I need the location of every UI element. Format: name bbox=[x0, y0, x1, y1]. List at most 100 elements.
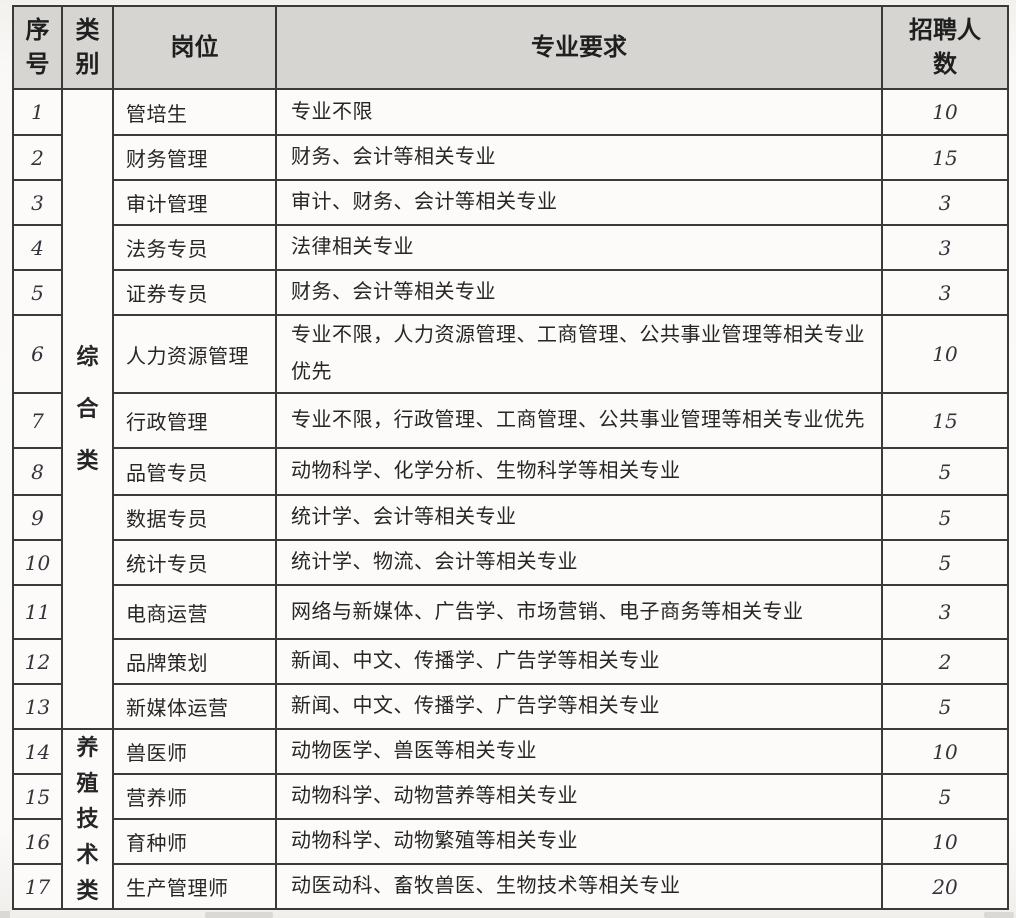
table-row: 15 营养师 动物科学、动物营养等相关专业 5 bbox=[12, 773, 1009, 821]
position-cell: 行政管理 bbox=[112, 392, 277, 449]
headcount-cell: 10 bbox=[881, 88, 1009, 136]
row-number-cell: 9 bbox=[12, 494, 63, 541]
requirement-cell: 专业不限，行政管理、工商管理、公共事业管理等相关专业优先 bbox=[275, 392, 883, 449]
requirement-cell: 网络与新媒体、广告学、市场营销、电子商务等相关专业 bbox=[275, 584, 883, 640]
headcount-cell: 3 bbox=[881, 224, 1009, 271]
headcount-cell: 5 bbox=[881, 539, 1009, 586]
requirement-cell: 统计学、物流、会计等相关专业 bbox=[275, 539, 883, 586]
table-header: 序号 类别 岗位 专业要求 招聘人数 bbox=[12, 5, 1009, 90]
table-row: 6 人力资源管理 专业不限，人力资源管理、工商管理、公共事业管理等相关专业优先 10 bbox=[12, 314, 1009, 394]
requirement-cell: 统计学、会计等相关专业 bbox=[275, 494, 883, 541]
position-cell: 管培生 bbox=[112, 88, 277, 136]
position-cell: 品牌策划 bbox=[112, 638, 277, 685]
row-number-cell: 5 bbox=[12, 269, 63, 316]
row-number-cell: 14 bbox=[12, 727, 63, 776]
position-cell: 财务管理 bbox=[112, 134, 277, 181]
header-label-requirement: 专业要求 bbox=[531, 33, 627, 61]
position-cell: 营养师 bbox=[112, 773, 277, 821]
table-row: 10 统计专员 统计学、物流、会计等相关专业 5 bbox=[12, 539, 1009, 586]
requirement-cell: 动物医学、兽医等相关专业 bbox=[275, 727, 883, 776]
position-cell: 统计专员 bbox=[112, 539, 277, 586]
row-number-cell: 8 bbox=[12, 447, 63, 496]
header-row: 序号 类别 岗位 专业要求 招聘人数 bbox=[12, 5, 1009, 90]
headcount-cell: 3 bbox=[881, 269, 1009, 316]
requirement-cell: 动物科学、动物营养等相关专业 bbox=[275, 773, 883, 821]
headcount-cell: 10 bbox=[881, 727, 1009, 776]
table-body: 1 综合类 管培生 专业不限 10 2 财务管理 财务、会计等相关专业 15 3 审计管理 审计、财务… bbox=[12, 88, 1009, 911]
header-cell-category: 类别 bbox=[61, 5, 114, 90]
header-cell-requirement: 专业要求 bbox=[275, 5, 883, 90]
position-cell: 人力资源管理 bbox=[112, 314, 277, 394]
headcount-cell: 5 bbox=[881, 447, 1009, 496]
table-row: 9 数据专员 统计学、会计等相关专业 5 bbox=[12, 494, 1009, 541]
requirement-cell: 新闻、中文、传播学、广告学等相关专业 bbox=[275, 683, 883, 730]
position-cell: 兽医师 bbox=[112, 727, 277, 776]
row-number-cell: 15 bbox=[12, 773, 63, 821]
position-cell: 证券专员 bbox=[112, 269, 277, 316]
headcount-cell: 2 bbox=[881, 638, 1009, 685]
headcount-cell: 3 bbox=[881, 584, 1009, 640]
headcount-cell: 5 bbox=[881, 683, 1009, 730]
row-number-cell: 13 bbox=[12, 683, 63, 730]
row-number-cell: 11 bbox=[12, 584, 63, 640]
table-row: 17 生产管理师 动医动科、畜牧兽医、生物技术等相关专业 20 bbox=[12, 863, 1009, 911]
row-number-cell: 12 bbox=[12, 638, 63, 685]
position-cell: 品管专员 bbox=[112, 447, 277, 496]
table-row: 8 品管专员 动物科学、化学分析、生物科学等相关专业 5 bbox=[12, 447, 1009, 496]
header-cell-headcount: 招聘人数 bbox=[881, 5, 1009, 90]
requirement-cell: 财务、会计等相关专业 bbox=[275, 134, 883, 181]
headcount-cell: 5 bbox=[881, 773, 1009, 821]
category-cell: 综合类 bbox=[61, 88, 114, 730]
requirement-cell: 新闻、中文、传播学、广告学等相关专业 bbox=[275, 638, 883, 685]
table-row: 4 法务专员 法律相关专业 3 bbox=[12, 224, 1009, 271]
table-row: 5 证券专员 财务、会计等相关专业 3 bbox=[12, 269, 1009, 316]
row-number-cell: 6 bbox=[12, 314, 63, 394]
requirement-cell: 法律相关专业 bbox=[275, 224, 883, 271]
position-cell: 新媒体运营 bbox=[112, 683, 277, 730]
table-row: 11 电商运营 网络与新媒体、广告学、市场营销、电子商务等相关专业 3 bbox=[12, 584, 1009, 640]
row-number-cell: 7 bbox=[12, 392, 63, 449]
header-cell-no: 序号 bbox=[12, 5, 63, 90]
table-row: 2 财务管理 财务、会计等相关专业 15 bbox=[12, 134, 1009, 181]
row-number-cell: 4 bbox=[12, 224, 63, 271]
position-cell: 育种师 bbox=[112, 818, 277, 866]
position-cell: 法务专员 bbox=[112, 224, 277, 271]
table-row: 14 养殖技术类 兽医师 动物医学、兽医等相关专业 10 bbox=[12, 727, 1009, 911]
row-number-cell: 1 bbox=[12, 88, 63, 136]
category-cell: 养殖技术类 bbox=[61, 727, 114, 911]
row-number-cell: 2 bbox=[12, 134, 63, 181]
table-row: 16 育种师 动物科学、动物繁殖等相关专业 10 bbox=[12, 818, 1009, 866]
header-label-no: 序号 bbox=[25, 16, 50, 78]
header-label-category: 类别 bbox=[75, 16, 100, 78]
position-cell: 审计管理 bbox=[112, 179, 277, 226]
header-label-headcount: 招聘人数 bbox=[909, 16, 981, 78]
headcount-cell: 10 bbox=[881, 314, 1009, 394]
table-row: 12 品牌策划 新闻、中文、传播学、广告学等相关专业 2 bbox=[12, 638, 1009, 685]
headcount-cell: 15 bbox=[881, 392, 1009, 449]
photo-edge-artifact bbox=[984, 912, 1014, 918]
position-cell: 数据专员 bbox=[112, 494, 277, 541]
position-cell: 电商运营 bbox=[112, 584, 277, 640]
row-number-cell: 16 bbox=[12, 818, 63, 866]
header-cell-position: 岗位 bbox=[112, 5, 277, 90]
category-label: 综合类 bbox=[76, 344, 99, 473]
header-label-position: 岗位 bbox=[170, 33, 219, 61]
requirement-cell: 专业不限 bbox=[275, 88, 883, 136]
headcount-cell: 3 bbox=[881, 179, 1009, 226]
requirement-cell: 动医动科、畜牧兽医、生物技术等相关专业 bbox=[275, 863, 883, 911]
photo-edge-artifact bbox=[0, 911, 10, 918]
table-row: 3 审计管理 审计、财务、会计等相关专业 3 bbox=[12, 179, 1009, 226]
recruitment-table: 序号 类别 岗位 专业要求 招聘人数 1 综合类 管培生 专业不限 10 2 财务管理 财务、… bbox=[12, 5, 1009, 911]
row-number-cell: 17 bbox=[12, 863, 63, 911]
requirement-cell: 财务、会计等相关专业 bbox=[275, 269, 883, 316]
table-row: 13 新媒体运营 新闻、中文、传播学、广告学等相关专业 5 bbox=[12, 683, 1009, 730]
photo-edge-artifact bbox=[205, 912, 273, 918]
row-number-cell: 10 bbox=[12, 539, 63, 586]
row-number-cell: 3 bbox=[12, 179, 63, 226]
position-cell: 生产管理师 bbox=[112, 863, 277, 911]
headcount-cell: 10 bbox=[881, 818, 1009, 866]
requirement-cell: 动物科学、动物繁殖等相关专业 bbox=[275, 818, 883, 866]
headcount-cell: 5 bbox=[881, 494, 1009, 541]
requirement-cell: 动物科学、化学分析、生物科学等相关专业 bbox=[275, 447, 883, 496]
